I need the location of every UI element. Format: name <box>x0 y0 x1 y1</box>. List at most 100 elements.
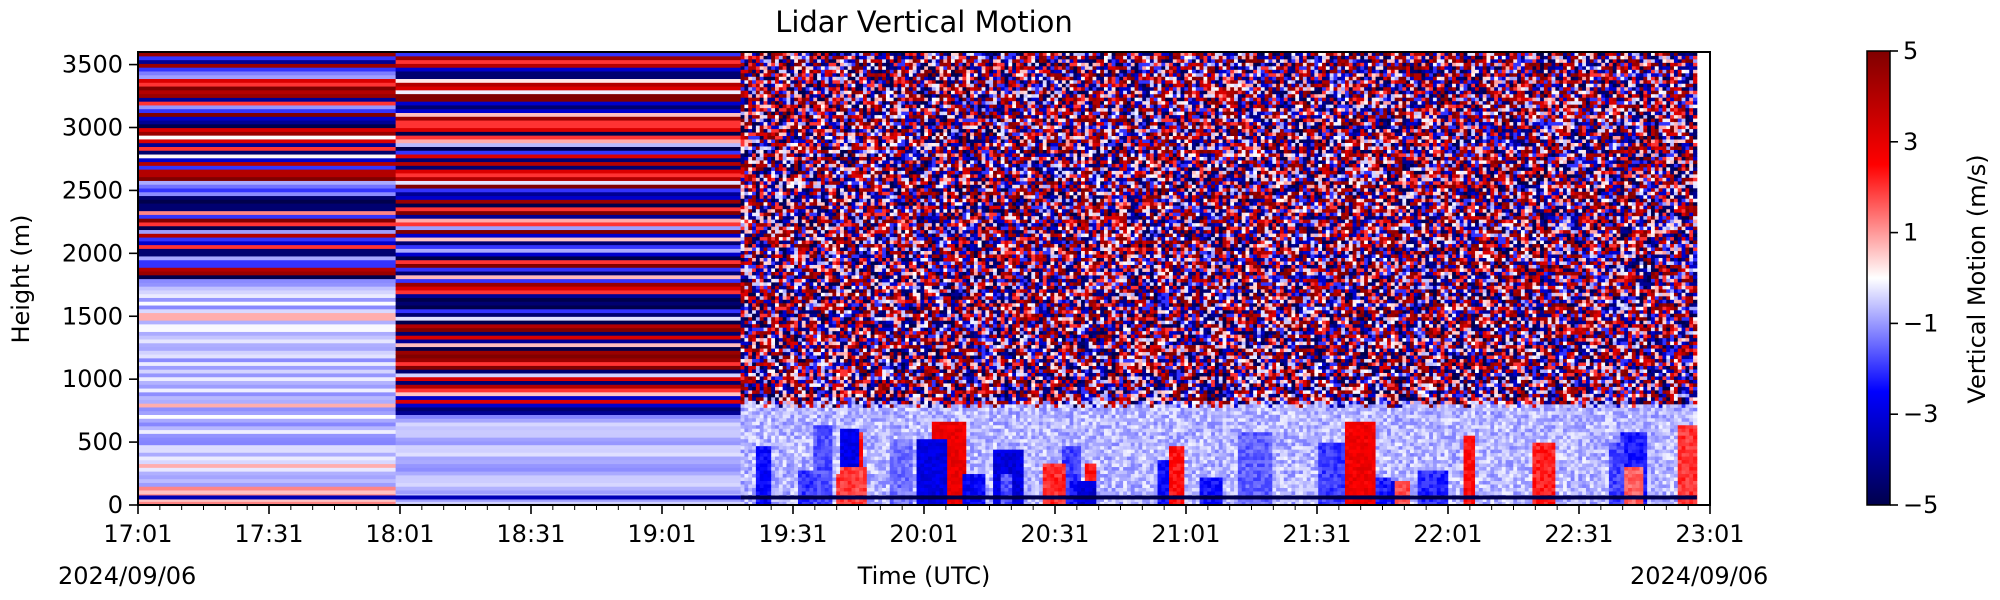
heatmap-cell <box>752 296 756 300</box>
heatmap-cell <box>741 407 745 411</box>
heatmap-cell <box>741 219 745 223</box>
heatmap-cell <box>752 435 756 439</box>
heatmap-cell <box>748 334 752 338</box>
heatmap-cell <box>396 411 742 415</box>
heatmap-cell <box>138 75 396 79</box>
heatmap-cell <box>748 341 752 345</box>
heatmap-cell <box>396 316 742 320</box>
heatmap-cell <box>748 62 752 66</box>
chart-title: Lidar Vertical Motion <box>775 5 1073 39</box>
heatmap-cell <box>138 165 396 169</box>
heatmap-cell <box>756 303 760 307</box>
heatmap-cell <box>396 218 742 222</box>
heatmap-cell <box>748 376 752 380</box>
heatmap-cell <box>741 275 745 279</box>
heatmap-cell <box>744 76 748 80</box>
heatmap-cell <box>752 449 756 453</box>
heatmap-cell <box>748 157 752 161</box>
heatmap-cell <box>138 222 396 226</box>
heatmap-cell <box>396 328 742 332</box>
heatmap-cell <box>138 245 396 249</box>
chart: Lidar Vertical Motion 17:01 17:31 18:01 18:… <box>0 0 2000 600</box>
heatmap-cell <box>756 219 760 223</box>
heatmap-cell <box>741 111 745 115</box>
heatmap-cell <box>752 348 756 352</box>
heatmap-cell <box>756 428 760 432</box>
heatmap-cell <box>756 435 760 439</box>
heatmap-cell <box>744 359 748 363</box>
heatmap-cell <box>748 254 752 258</box>
heatmap-cell <box>752 219 756 223</box>
heatmap-cell <box>744 484 748 488</box>
heatmap-cell <box>744 139 748 143</box>
heatmap-cell <box>748 261 752 265</box>
heatmap-cell <box>756 421 760 425</box>
heatmap-cell <box>748 184 752 188</box>
heatmap-cell <box>748 198 752 202</box>
heatmap-cell <box>396 418 742 422</box>
heatmap-cell <box>748 296 752 300</box>
heatmap-cell <box>744 157 748 161</box>
heatmap-cell <box>396 105 742 109</box>
heatmap-cell <box>752 198 756 202</box>
heatmap-cell <box>396 97 742 101</box>
heatmap-cell <box>748 313 752 317</box>
heatmap-cell <box>396 94 742 98</box>
heatmap-cell <box>396 430 742 434</box>
heatmap-cell <box>741 101 745 105</box>
heatmap-cell <box>748 467 752 471</box>
heatmap-cell <box>138 279 396 283</box>
heatmap-cell <box>396 286 742 290</box>
heatmap-cell <box>748 400 752 404</box>
heatmap-cell <box>756 320 760 324</box>
heatmap-cell <box>741 341 745 345</box>
heatmap-cell <box>741 334 745 338</box>
heatmap-cell <box>138 316 396 320</box>
heatmap-cell <box>396 214 742 218</box>
heatmap-cell <box>748 369 752 373</box>
heatmap-cell <box>396 479 742 483</box>
heatmap-cell <box>752 369 756 373</box>
heatmap-cell <box>752 184 756 188</box>
heatmap-cell <box>748 240 752 244</box>
heatmap-cell <box>396 335 742 339</box>
heatmap-cell <box>138 135 396 139</box>
heatmap-cell <box>744 73 748 77</box>
heatmap-cell <box>741 481 745 485</box>
heatmap-cell <box>741 442 745 446</box>
heatmap-cell <box>138 82 396 86</box>
heatmap-cell <box>138 226 396 230</box>
heatmap-cell <box>752 209 756 213</box>
heatmap-cell <box>744 428 748 432</box>
heatmap-cell <box>748 191 752 195</box>
heatmap-cell <box>744 146 748 150</box>
heatmap-cell <box>138 384 396 388</box>
heatmap-cell <box>741 69 745 73</box>
heatmap-cell <box>752 383 756 387</box>
heatmap-cell <box>744 306 748 310</box>
heatmap-cell <box>752 254 756 258</box>
heatmap-cell <box>752 76 756 80</box>
heatmap-cell <box>756 216 760 220</box>
heatmap-cell <box>744 125 748 129</box>
heatmap-cell <box>138 120 396 124</box>
heatmap-cell <box>741 453 745 457</box>
heatmap-cell <box>752 285 756 289</box>
heatmap-cell <box>138 218 396 222</box>
heatmap-cell <box>396 456 742 460</box>
heatmap-cell <box>741 157 745 161</box>
heatmap-cell <box>748 108 752 112</box>
heatmap-cell <box>741 251 745 255</box>
heatmap-cell <box>752 400 756 404</box>
heatmap-cell <box>741 470 745 474</box>
heatmap-cell <box>138 90 396 94</box>
heatmap-cell <box>756 327 760 331</box>
heatmap-cell <box>756 376 760 380</box>
heatmap-cell <box>138 328 396 332</box>
heatmap-cell <box>756 237 760 241</box>
heatmap-cell <box>138 286 396 290</box>
heatmap-cell <box>752 146 756 150</box>
heatmap-cell <box>741 132 745 136</box>
heatmap-cell <box>748 449 752 453</box>
heatmap-cell <box>748 299 752 303</box>
